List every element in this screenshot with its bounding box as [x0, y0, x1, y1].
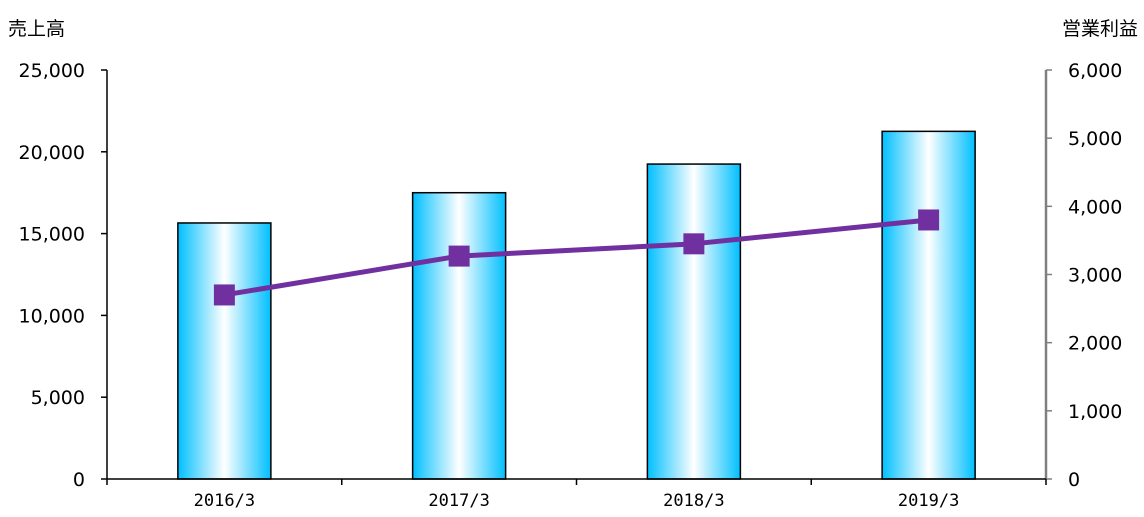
- axes-layer: [101, 69, 1052, 485]
- bar-売上高-2018/3: [646, 163, 742, 480]
- y-right-axis-title: 営業利益: [1062, 18, 1138, 40]
- y-left-tick-label: 25,000: [19, 60, 85, 82]
- x-tick-label: 2018/3: [663, 491, 724, 511]
- y-left-tick-label: 20,000: [19, 142, 85, 164]
- labels-layer: 0 5,000 10,000 15,000 20,000 25,000 0 1,000 2,00…: [19, 60, 1123, 511]
- bar-売上高-2017/3: [411, 191, 507, 480]
- bar-売上高-2019/3: [881, 130, 976, 480]
- x-tick-label: 2017/3: [428, 491, 489, 511]
- y-right-tick-label: 0: [1068, 469, 1080, 491]
- bars-layer: [177, 130, 976, 480]
- x-tick-label: 2016/3: [194, 491, 255, 511]
- y-left-axis-title: 売上高: [8, 18, 65, 40]
- y-left-tick-label: 15,000: [19, 224, 85, 246]
- y-right-tick-label: 6,000: [1068, 60, 1122, 82]
- y-left-tick-label: 0: [73, 469, 85, 491]
- bar-売上高-2016/3: [177, 222, 272, 480]
- y-right-tick-label: 5,000: [1068, 128, 1122, 150]
- line-layer: [213, 209, 940, 306]
- marker-営業利益-2018/3: [683, 233, 705, 255]
- y-right-tick-label: 4,000: [1068, 196, 1122, 218]
- y-left-tick-label: 10,000: [19, 305, 85, 327]
- y-right-tick-label: 2,000: [1068, 333, 1122, 355]
- y-right-tick-label: 1,000: [1068, 401, 1122, 423]
- y-left-tick-label: 5,000: [31, 387, 85, 409]
- marker-営業利益-2017/3: [448, 245, 470, 267]
- marker-営業利益-2019/3: [918, 209, 940, 231]
- line-営業利益: [223, 217, 929, 298]
- y-right-tick-label: 3,000: [1068, 265, 1122, 287]
- x-tick-label: 2019/3: [898, 491, 959, 511]
- marker-営業利益-2016/3: [213, 284, 235, 306]
